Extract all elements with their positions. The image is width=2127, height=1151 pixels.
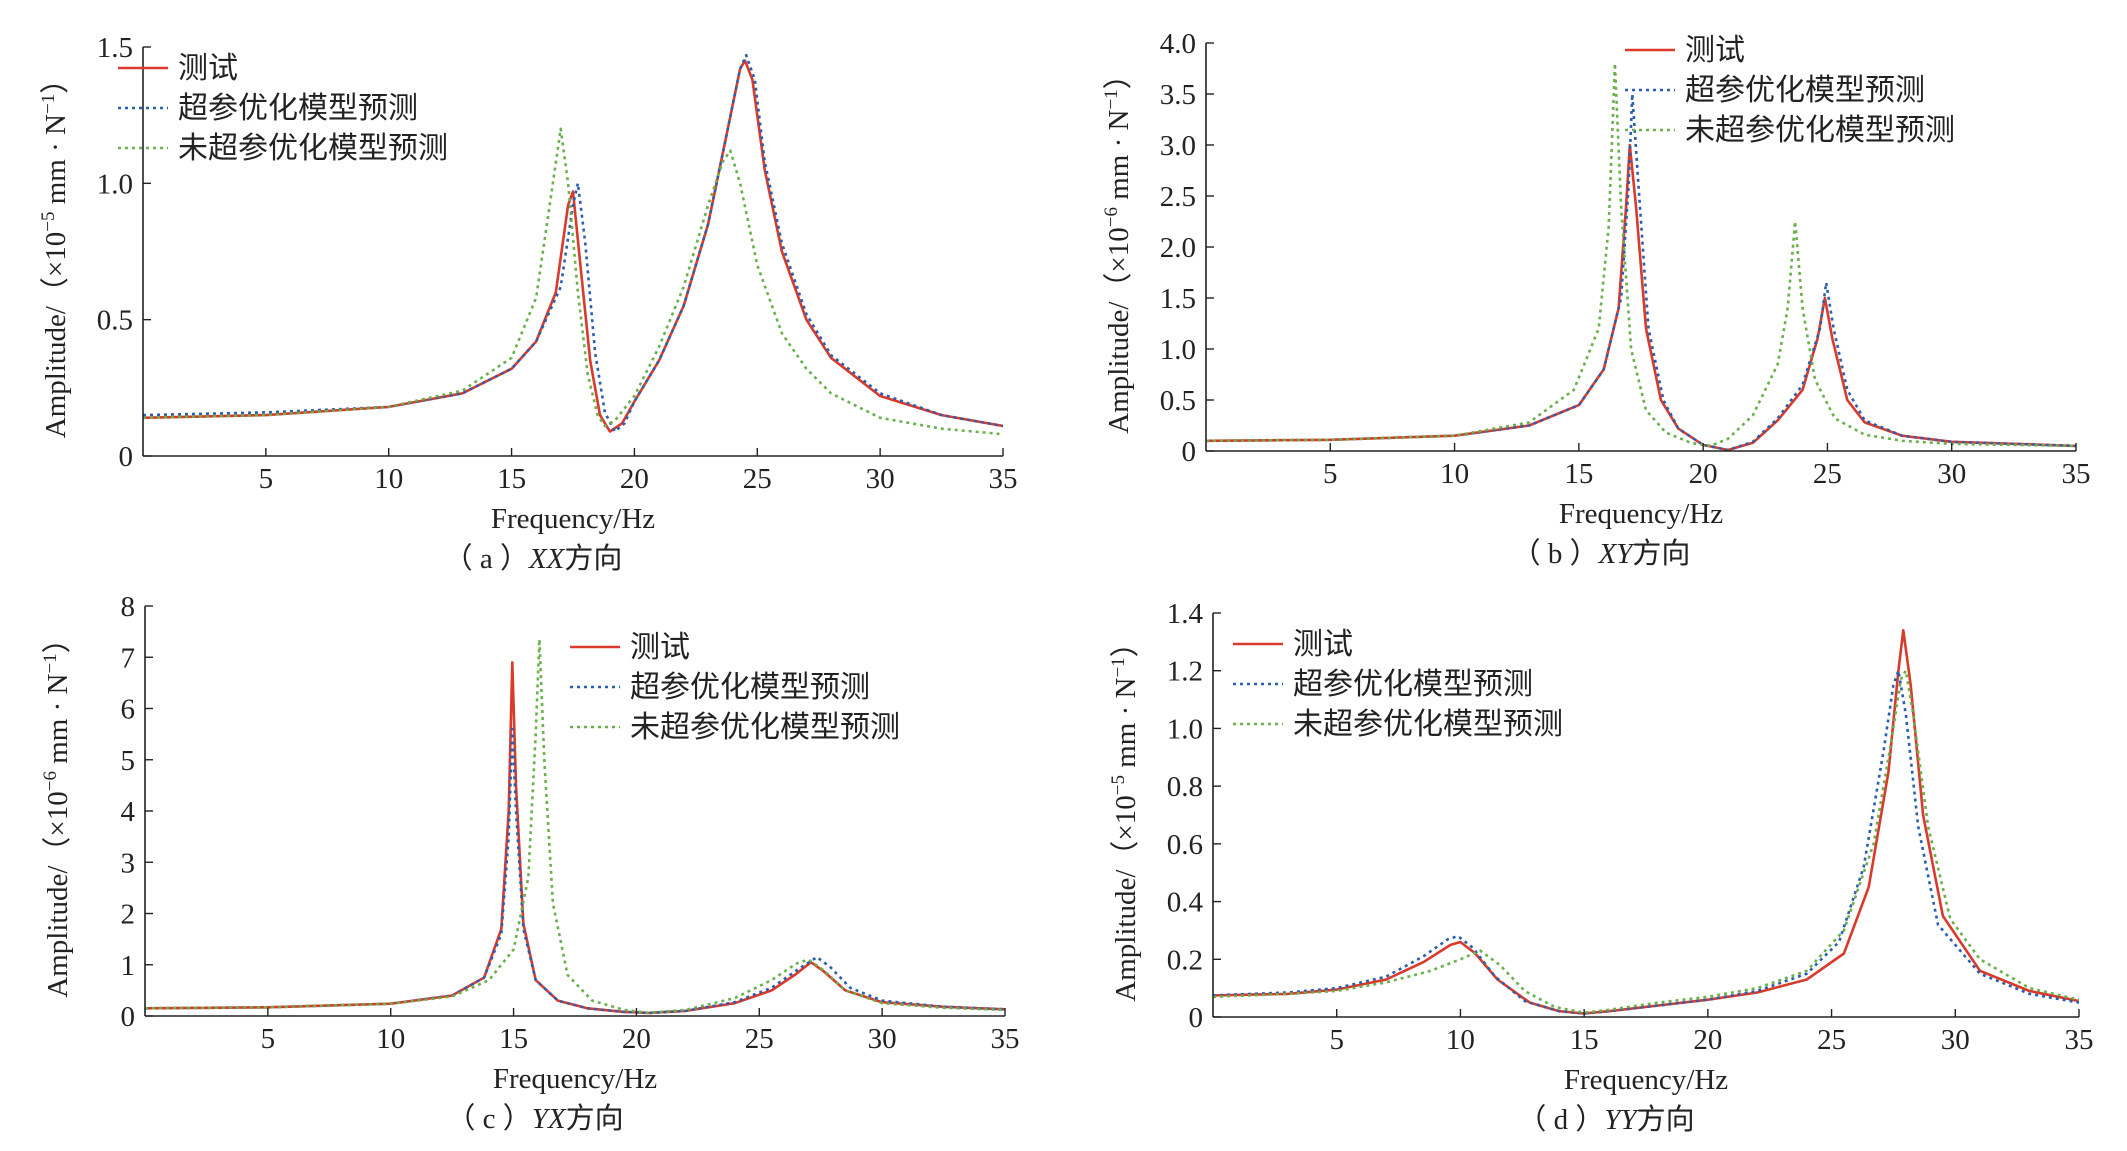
legend-label-noopt: 未超参优化模型预测 (630, 710, 900, 745)
x-tick-label: 10 (374, 463, 403, 495)
x-tick-label: 30 (868, 1023, 897, 1055)
series-line-test (1206, 143, 2076, 451)
legend-label-noopt: 未超参优化模型预测 (1293, 707, 1563, 742)
x-tick-label: 35 (989, 463, 1018, 495)
legend-label-opt: 超参优化模型预测 (1293, 667, 1533, 702)
x-tick-label: 35 (2062, 458, 2091, 490)
x-tick-label: 25 (1817, 1024, 1846, 1056)
y-tick-label: 6 (121, 694, 136, 726)
x-tick-label: 30 (866, 463, 895, 495)
y-tick-label: 0.5 (1160, 385, 1196, 417)
x-tick-label: 5 (261, 1023, 276, 1055)
y-tick-label: 0 (119, 441, 134, 473)
y-tick-label: 4.0 (1160, 28, 1196, 60)
x-tick-label: 15 (1564, 458, 1593, 490)
x-tick-label: 5 (259, 463, 274, 495)
y-axis-label: Amplitude/（×10−6 mm · N−1） (40, 624, 74, 997)
x-axis-label: Frequency/Hz (491, 503, 655, 535)
y-tick-label: 8 (121, 591, 136, 623)
y-tick-label: 3.0 (1160, 130, 1196, 162)
y-tick-label: 1.0 (1160, 334, 1196, 366)
y-tick-label: 0.5 (97, 305, 133, 337)
x-tick-label: 25 (1813, 458, 1842, 490)
panel-caption: （ b ）XY方向 (1512, 536, 1691, 570)
y-tick-label: 1.2 (1167, 656, 1203, 688)
x-tick-label: 35 (991, 1023, 1020, 1055)
y-tick-label: 1.0 (97, 168, 133, 200)
x-tick-label: 20 (1689, 458, 1718, 490)
x-axis-label: Frequency/Hz (493, 1063, 657, 1095)
legend-label-test: 测试 (1685, 33, 1745, 68)
chart-svg: 5 10 15 20 25 30 35 0 0.2 0.4 0.6 0.8 1.0 1.2 1.4 Frequ… (1108, 598, 2094, 1136)
y-tick-label: 0.6 (1167, 829, 1203, 861)
x-tick-label: 15 (1570, 1024, 1599, 1056)
series-line-noopt (143, 127, 1003, 436)
panel-caption: （ d ）YY方向 (1517, 1102, 1694, 1136)
x-tick-label: 25 (745, 1023, 774, 1055)
legend-label-opt: 超参优化模型预测 (1685, 73, 1925, 108)
y-axis-label: Amplitude/（×10−5 mm · N−1） (1108, 628, 1142, 1001)
y-tick-label: 1.4 (1167, 598, 1204, 630)
panel-caption: （ c ）YX方向 (446, 1101, 623, 1135)
x-tick-label: 20 (620, 463, 649, 495)
x-tick-label: 30 (1937, 458, 1966, 490)
y-tick-label: 5 (121, 745, 136, 777)
series-line-opt (1213, 669, 2079, 1015)
series-line-noopt (145, 638, 1005, 1015)
chart-panel-b: 5 10 15 20 25 30 35 0 0.5 1.0 1.5 2.0 2.5 3.0 3.5 4.0 Fr… (1063, 0, 2126, 575)
x-tick-label: 10 (376, 1023, 405, 1055)
x-tick-label: 35 (2065, 1024, 2094, 1056)
y-axis-label: Amplitude/（×10−5 mm · N−1） (38, 65, 72, 438)
series-line-opt (143, 53, 1003, 433)
legend-label-opt: 超参优化模型预测 (178, 91, 418, 126)
y-tick-label: 1.5 (97, 32, 133, 64)
series-line-opt (145, 727, 1005, 1015)
y-tick-label: 2.5 (1160, 181, 1196, 213)
y-tick-label: 0.8 (1167, 771, 1203, 803)
legend-label-opt: 超参优化模型预测 (630, 670, 870, 705)
y-tick-label: 0 (1182, 436, 1197, 468)
y-tick-label: 2.0 (1160, 232, 1196, 264)
y-tick-label: 3.5 (1160, 79, 1196, 111)
x-tick-label: 10 (1440, 458, 1469, 490)
y-tick-label: 1.0 (1167, 713, 1203, 745)
x-tick-label: 15 (497, 463, 526, 495)
x-tick-label: 25 (743, 463, 772, 495)
y-tick-label: 2 (121, 899, 136, 931)
x-tick-label: 20 (1693, 1024, 1722, 1056)
y-tick-label: 4 (121, 796, 136, 828)
chart-svg: 5 10 15 20 25 30 35 0 1 2 3 4 5 6 7 8 Frequency/Hz Amplit… (40, 591, 1020, 1135)
chart-svg: 5 10 15 20 25 30 35 0 0.5 1.0 1.5 2.0 2.5 3.0 3.5 4.0 Fr… (1101, 28, 2091, 570)
chart-panel-c: 5 10 15 20 25 30 35 0 1 2 3 4 5 6 7 8 Frequency/Hz Amplit… (0, 576, 1063, 1151)
y-tick-label: 1.5 (1160, 283, 1196, 315)
x-axis-label: Frequency/Hz (1564, 1064, 1728, 1096)
y-tick-label: 3 (121, 847, 136, 879)
legend-label-test: 测试 (1293, 627, 1353, 662)
x-axis-label: Frequency/Hz (1559, 498, 1723, 530)
legend-label-test: 测试 (630, 630, 690, 665)
x-tick-label: 5 (1323, 458, 1338, 490)
y-tick-label: 0 (121, 1001, 136, 1033)
y-tick-label: 0.2 (1167, 944, 1203, 976)
legend-label-test: 测试 (178, 51, 238, 86)
y-tick-label: 1 (121, 950, 136, 982)
y-tick-label: 0 (1189, 1002, 1204, 1034)
x-tick-label: 30 (1941, 1024, 1970, 1056)
series-line-noopt (1206, 62, 2076, 448)
chart-panel-a: 5 10 15 20 25 30 35 0 0.5 1.0 1.5 Frequency/Hz Ampli… (0, 0, 1063, 575)
x-tick-label: 5 (1329, 1024, 1344, 1056)
x-tick-label: 10 (1446, 1024, 1475, 1056)
x-tick-label: 15 (499, 1023, 528, 1055)
y-tick-label: 0.4 (1167, 887, 1204, 919)
legend-label-noopt: 未超参优化模型预测 (1685, 113, 1955, 148)
y-axis-label: Amplitude/（×10−6 mm · N−1） (1101, 60, 1135, 433)
legend-label-noopt: 未超参优化模型预测 (178, 131, 448, 166)
x-tick-label: 20 (622, 1023, 651, 1055)
chart-svg: 5 10 15 20 25 30 35 0 0.5 1.0 1.5 Frequency/Hz Ampli… (38, 32, 1018, 575)
panel-caption: （ a ）XX方向 (444, 541, 623, 575)
series-line-opt (1206, 92, 2076, 451)
y-tick-label: 7 (121, 642, 136, 674)
chart-panel-d: 5 10 15 20 25 30 35 0 0.2 0.4 0.6 0.8 1.0 1.2 1.4 Frequ… (1063, 576, 2126, 1151)
